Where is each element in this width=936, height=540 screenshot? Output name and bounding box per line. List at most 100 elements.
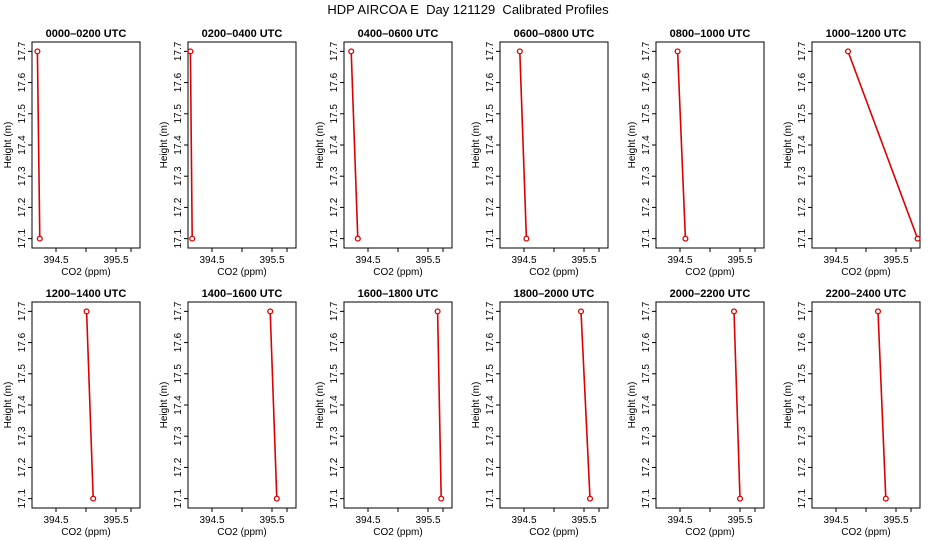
y-tick-label: 17.7: [641, 41, 652, 61]
x-axis-label: CO2 (ppm): [61, 527, 110, 538]
y-tick-label: 17.7: [485, 41, 496, 61]
y-tick-label: 17.4: [17, 135, 28, 155]
x-tick-label: 395.5: [571, 515, 596, 526]
y-tick-label: 17.1: [641, 488, 652, 508]
y-tick-label: 17.4: [797, 135, 808, 155]
y-tick-label: 17.3: [641, 166, 652, 186]
x-tick-label: 394.5: [667, 255, 692, 266]
y-axis-label: Height (m): [3, 122, 14, 169]
panel-title: 0200–0400 UTC: [202, 28, 283, 40]
y-tick-label: 17.1: [797, 488, 808, 508]
y-tick-label: 17.1: [485, 228, 496, 248]
panel-title: 1400–1600 UTC: [202, 288, 283, 300]
x-tick-label: 395.5: [727, 515, 752, 526]
profile-panel: 1200–1400 UTC 17.1 17.2 17.3 17.4 17.5 17.6 17.…: [3, 288, 141, 538]
data-point: [586, 495, 594, 502]
y-tick-label: 17.7: [329, 41, 340, 61]
data-point: [348, 48, 355, 55]
y-tick-label: 17.5: [641, 104, 652, 124]
y-tick-label: 17.2: [485, 197, 496, 217]
y-tick-label: 17.5: [329, 104, 340, 124]
data-point: [577, 308, 585, 315]
panel-title: 2000–2200 UTC: [670, 288, 751, 300]
y-tick-label: 17.4: [329, 135, 340, 155]
x-axis-label: CO2 (ppm): [373, 527, 422, 538]
y-tick-label: 17.1: [173, 488, 184, 508]
x-tick-label: 394.5: [511, 255, 536, 266]
profile-line: [436, 311, 442, 499]
data-point: [682, 235, 689, 242]
y-tick-label: 17.5: [641, 364, 652, 384]
y-tick-label: 17.1: [485, 488, 496, 508]
y-tick-label: 17.1: [641, 228, 652, 248]
profile-line: [350, 51, 359, 239]
profile-panel: 2000–2200 UTC 17.1 17.2 17.3 17.4 17.5 17.6 17.…: [627, 288, 765, 538]
profile-line: [85, 311, 94, 499]
panel-title: 1600–1800 UTC: [358, 288, 439, 300]
data-point: [434, 308, 441, 315]
panel-title: 2200–2400 UTC: [826, 288, 907, 300]
y-tick-label: 17.3: [173, 166, 184, 186]
x-tick-label: 395.5: [259, 515, 284, 526]
x-tick-label: 395.5: [415, 515, 440, 526]
x-axis-label: CO2 (ppm): [529, 267, 578, 278]
y-axis-label: Height (m): [3, 382, 14, 429]
data-point: [187, 48, 194, 55]
y-tick-label: 17.3: [173, 426, 184, 446]
profile-panel: 0200–0400 UTC 17.1 17.2 17.3 17.4 17.5 17.6 17.…: [159, 28, 297, 278]
x-tick-label: 395.5: [103, 515, 128, 526]
y-tick-label: 17.2: [173, 197, 184, 217]
data-point: [674, 48, 681, 55]
y-tick-label: 17.1: [329, 228, 340, 248]
data-point: [83, 308, 90, 315]
plot-frame: [187, 41, 297, 249]
data-point: [523, 235, 530, 242]
data-point: [516, 48, 523, 55]
y-axis-label: Height (m): [627, 382, 638, 429]
data-point: [90, 495, 97, 502]
y-axis-label: Height (m): [471, 382, 482, 429]
x-tick-label: 394.5: [823, 255, 848, 266]
y-tick-label: 17.4: [485, 395, 496, 415]
y-tick-label: 17.6: [641, 72, 652, 92]
profile-panel: 0600–0800 UTC 17.1 17.2 17.3 17.4 17.5 17.6 17.…: [471, 28, 609, 278]
profile-panel: 0000–0200 UTC 17.1 17.2 17.3 17.4 17.5 17.6 17.…: [3, 28, 141, 278]
y-tick-label: 17.5: [485, 364, 496, 384]
data-point: [736, 495, 744, 502]
y-tick-label: 17.5: [797, 364, 808, 384]
y-tick-label: 17.4: [17, 395, 28, 415]
profile-line: [189, 51, 193, 239]
profile-line: [847, 51, 919, 239]
plot-frame: [187, 301, 297, 509]
y-tick-label: 17.1: [173, 228, 184, 248]
y-tick-label: 17.6: [329, 332, 340, 352]
y-tick-label: 17.7: [173, 301, 184, 321]
panel-title: 0800–1000 UTC: [670, 28, 751, 40]
x-tick-label: 395.5: [727, 255, 752, 266]
y-tick-label: 17.4: [797, 395, 808, 415]
profile-panel: 2200–2400 UTC 17.1 17.2 17.3 17.4 17.5 17.6 17.…: [783, 288, 921, 538]
profile-line: [580, 311, 591, 499]
y-tick-label: 17.7: [797, 41, 808, 61]
panel-title: 1000–1200 UTC: [826, 28, 907, 40]
plot-frame: [655, 301, 765, 509]
panel-title: 0000–0200 UTC: [46, 28, 127, 40]
plot-frame: [499, 301, 609, 509]
plot-frame: [499, 41, 609, 249]
y-tick-label: 17.1: [797, 228, 808, 248]
x-tick-label: 394.5: [199, 515, 224, 526]
x-tick-label: 395.5: [883, 255, 908, 266]
x-tick-label: 394.5: [43, 255, 68, 266]
y-tick-label: 17.3: [797, 426, 808, 446]
y-tick-label: 17.7: [641, 301, 652, 321]
y-tick-label: 17.3: [17, 426, 28, 446]
data-point: [882, 495, 889, 502]
y-tick-label: 17.1: [17, 488, 28, 508]
x-tick-label: 394.5: [823, 515, 848, 526]
y-tick-label: 17.4: [173, 135, 184, 155]
figure-title: HDP AIRCOA E Day 121129 Calibrated Profi…: [327, 2, 609, 17]
profile-line: [676, 51, 687, 239]
y-tick-label: 17.6: [17, 72, 28, 92]
x-tick-label: 394.5: [355, 515, 380, 526]
